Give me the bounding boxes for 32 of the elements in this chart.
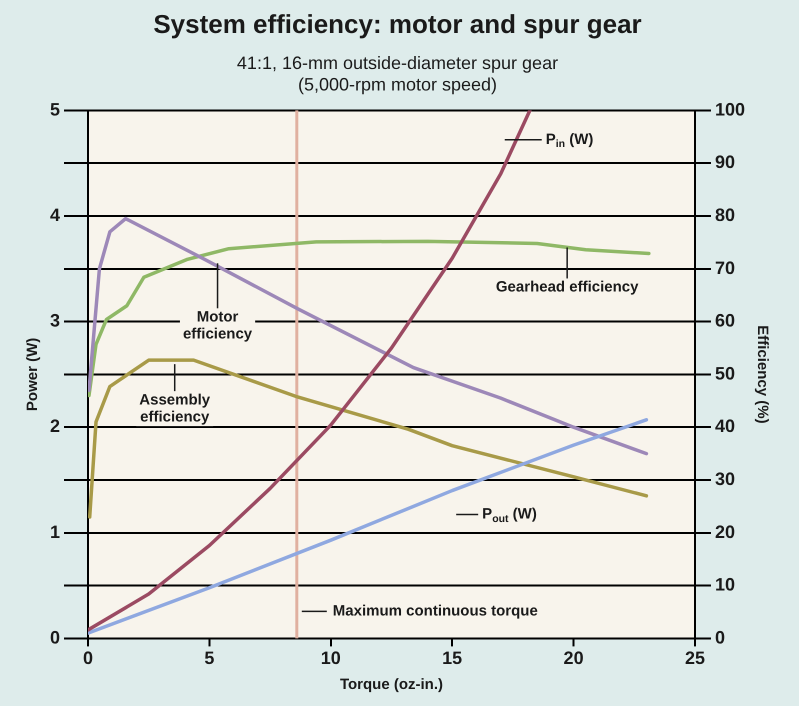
x-tick-label: 15 [442,648,462,668]
x-tick-label: 5 [204,648,214,668]
y2-tick-label: 20 [714,522,735,542]
ref-line-label: Maximum continuous torque [332,602,538,620]
y-tick-label: 5 [50,99,60,120]
y2-tick-label: 70 [714,258,735,278]
y-tick-label: 0 [50,627,60,648]
y2-tick-label: 40 [714,416,735,436]
y2-tick-label: 30 [714,468,735,489]
x-tick-label: 0 [83,648,94,668]
y2-axis-title: Efficiency (%) [754,325,771,424]
y2-tick-label: 0 [714,627,725,648]
x-axis-title: Torque (oz-in.) [340,676,444,694]
y-tick-label: 4 [50,204,60,225]
x-tick-label: 25 [684,648,705,668]
series-label: Assembly efficiency [139,391,211,426]
chart-title: System efficiency: motor and spur gear [153,8,642,39]
x-tick-label: 10 [320,648,341,668]
y-tick-label: 3 [50,310,60,331]
x-tick-label: 20 [564,648,584,668]
series-label: Gearhead efficiency [496,278,640,296]
series-label: Motor efficiency [182,308,253,342]
y-tick-label: 1 [50,522,60,542]
y2-tick-label: 50 [714,363,735,384]
y2-tick-label: 100 [714,99,746,120]
y-axis-title: Power (W) [24,338,42,412]
y2-tick-label: 90 [714,152,735,172]
y2-tick-label: 60 [714,310,735,331]
y2-tick-label: 10 [714,574,735,595]
y2-tick-label: 80 [714,204,735,225]
y-tick-label: 2 [50,416,60,436]
chart-subtitle: 41:1, 16-mm outside-diameter spur gear (5,000-rpm motor speed) [236,52,558,95]
